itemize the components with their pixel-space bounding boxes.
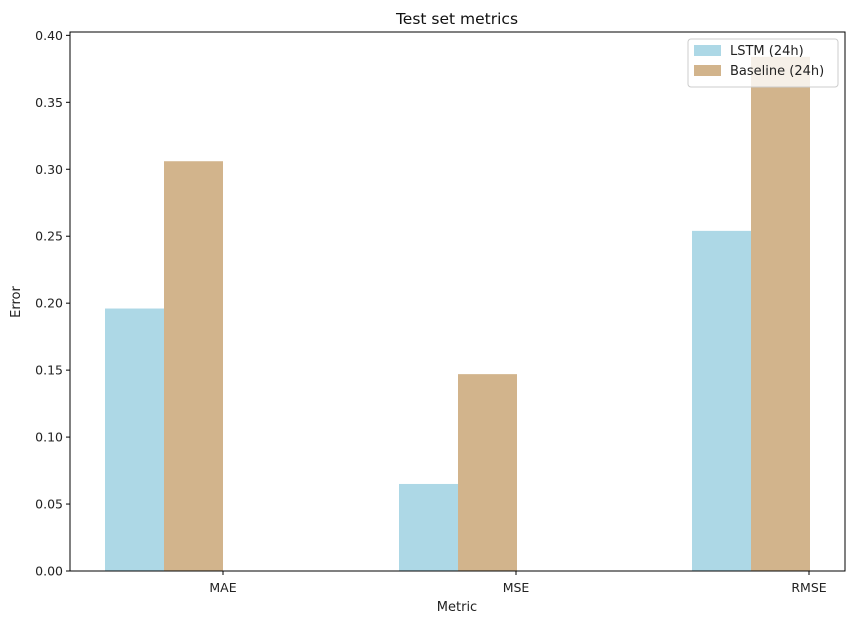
y-tick-label: 0.10 (35, 430, 63, 445)
y-tick-label: 0.15 (35, 363, 63, 378)
y-axis: 0.00 0.05 0.10 0.15 0.20 0.25 0.30 0.35 0.40 (35, 28, 70, 579)
legend-swatch (694, 45, 721, 56)
bar-mse-series-2 (458, 374, 517, 571)
y-tick-label: 0.25 (35, 229, 63, 244)
y-tick-label: 0.40 (35, 28, 63, 43)
x-tick-label-mse: MSE (503, 580, 530, 595)
bar-rmse-series-2 (751, 56, 810, 571)
y-tick-label: 0.05 (35, 497, 63, 512)
legend-box (687, 38, 839, 88)
y-tick-label: 0.00 (35, 564, 63, 579)
chart-title: Test set metrics (395, 10, 518, 28)
y-tick-label: 0.30 (35, 162, 63, 177)
y-axis-label: Error (9, 286, 24, 318)
bar-mae-series-1 (105, 308, 164, 571)
y-tick-label: 0.20 (35, 296, 63, 311)
x-axis-label: Metric (437, 600, 477, 615)
y-tick-label: 0.35 (35, 95, 63, 110)
legend: LSTM (24h) Baseline (24h) (687, 38, 839, 88)
bar-mse-series-1 (399, 483, 458, 571)
x-axis: MAE MSE RMSE (209, 571, 827, 595)
legend-swatch (694, 65, 721, 76)
bar-rmse-series-1 (692, 230, 751, 571)
legend-label: Baseline (24h) (730, 64, 824, 79)
bar-mae-series-2 (164, 161, 223, 572)
bars-layer (105, 56, 810, 572)
plot-frame (69, 31, 846, 572)
x-tick-label-mae: MAE (209, 580, 236, 595)
x-tick-label-rmse: RMSE (791, 580, 826, 595)
legend-label: LSTM (24h) (730, 44, 804, 59)
